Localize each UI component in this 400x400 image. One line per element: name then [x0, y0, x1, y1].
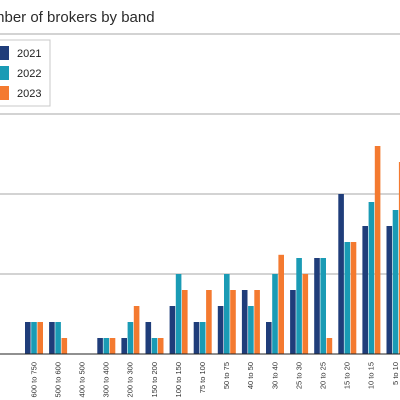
- bar-2022-13: [344, 242, 351, 354]
- x-tick-label: 5 to 10: [391, 362, 400, 385]
- legend-swatch-2021: [0, 46, 9, 60]
- bar-2022-3: [103, 338, 110, 354]
- bar-2021-8: [217, 306, 224, 354]
- bar-2022-7: [199, 322, 206, 354]
- bar-2022-1: [55, 322, 61, 354]
- bar-2023-7: [206, 290, 212, 354]
- bar-2022-10: [272, 274, 278, 354]
- bar-2023-5: [157, 338, 164, 354]
- bar-2023-0: [37, 322, 43, 354]
- bar-2023-10: [278, 254, 284, 354]
- bar-2022-6: [175, 274, 182, 354]
- bar-2021-14: [362, 226, 368, 354]
- bar-2022-12: [320, 258, 326, 354]
- x-tick-label: 150 to 200: [150, 362, 159, 397]
- bar-2022-14: [368, 202, 375, 354]
- bar-2021-9: [241, 290, 248, 354]
- chart-title: mber of brokers by band: [0, 9, 155, 26]
- bar-2023-15: [398, 162, 400, 354]
- x-tick-label: 500 to 600: [53, 362, 62, 397]
- x-tick-label: 10 to 15: [367, 362, 376, 389]
- bar-2023-1: [61, 338, 68, 354]
- bar-2021-12: [314, 258, 320, 354]
- bar-2022-5: [151, 338, 158, 354]
- bar-2021-11: [290, 290, 296, 354]
- x-tick-label: 400 to 500: [78, 362, 87, 397]
- x-tick-label: 75 to 100: [198, 362, 207, 393]
- bar-2022-8: [224, 274, 230, 354]
- legend-swatch-2023: [0, 86, 9, 100]
- bar-2022-4: [127, 322, 134, 354]
- bar-2022-15: [392, 210, 399, 354]
- bar-2021-6: [169, 306, 176, 354]
- bar-2021-3: [97, 338, 103, 354]
- bar-2023-8: [230, 290, 236, 354]
- x-tick-label: 100 to 150: [174, 362, 183, 397]
- legend-label-2022: 2022: [17, 68, 41, 80]
- gridlines: [0, 33, 400, 275]
- x-tick-label: 30 to 40: [270, 362, 279, 389]
- bar-2023-14: [374, 146, 381, 354]
- x-tick-label: 15 to 20: [343, 362, 352, 389]
- bar-2023-3: [109, 338, 116, 354]
- bar-2021-0: [25, 322, 31, 354]
- bar-2021-7: [193, 322, 200, 354]
- bar-2022-11: [296, 258, 302, 354]
- legend-label-2023: 2023: [17, 88, 41, 100]
- bar-2023-6: [182, 290, 188, 354]
- bar-2021-10: [266, 322, 272, 354]
- x-tick-label: 50 to 75: [222, 362, 231, 389]
- bar-2023-9: [254, 290, 260, 354]
- x-tick-label: 300 to 400: [102, 362, 111, 397]
- bar-2022-0: [31, 322, 37, 354]
- legend: 2021 2022 2023: [0, 39, 51, 107]
- bar-2023-11: [302, 274, 309, 354]
- x-tick-labels: 600 to 750 500 to 600 400 to 500 300 to 400…: [29, 362, 400, 397]
- bar-2023-4: [133, 306, 140, 354]
- bars: [25, 146, 400, 354]
- x-tick-label: 25 to 30: [294, 362, 303, 389]
- legend-swatch-2022: [0, 66, 9, 80]
- x-tick-label: 20 to 25: [319, 362, 328, 389]
- bar-2021-15: [386, 226, 393, 354]
- bar-2021-5: [145, 322, 152, 354]
- x-tick-label: 200 to 300: [126, 362, 135, 397]
- bar-2021-4: [121, 338, 127, 354]
- bar-2021-1: [49, 322, 55, 354]
- bar-2023-12: [326, 338, 333, 354]
- x-tick-label: 600 to 750: [29, 362, 38, 397]
- bar-2022-9: [248, 306, 254, 354]
- bar-2021-13: [338, 194, 344, 354]
- bar-2023-13: [350, 242, 357, 354]
- x-tick-label: 40 to 50: [246, 362, 255, 389]
- legend-label-2021: 2021: [17, 48, 41, 60]
